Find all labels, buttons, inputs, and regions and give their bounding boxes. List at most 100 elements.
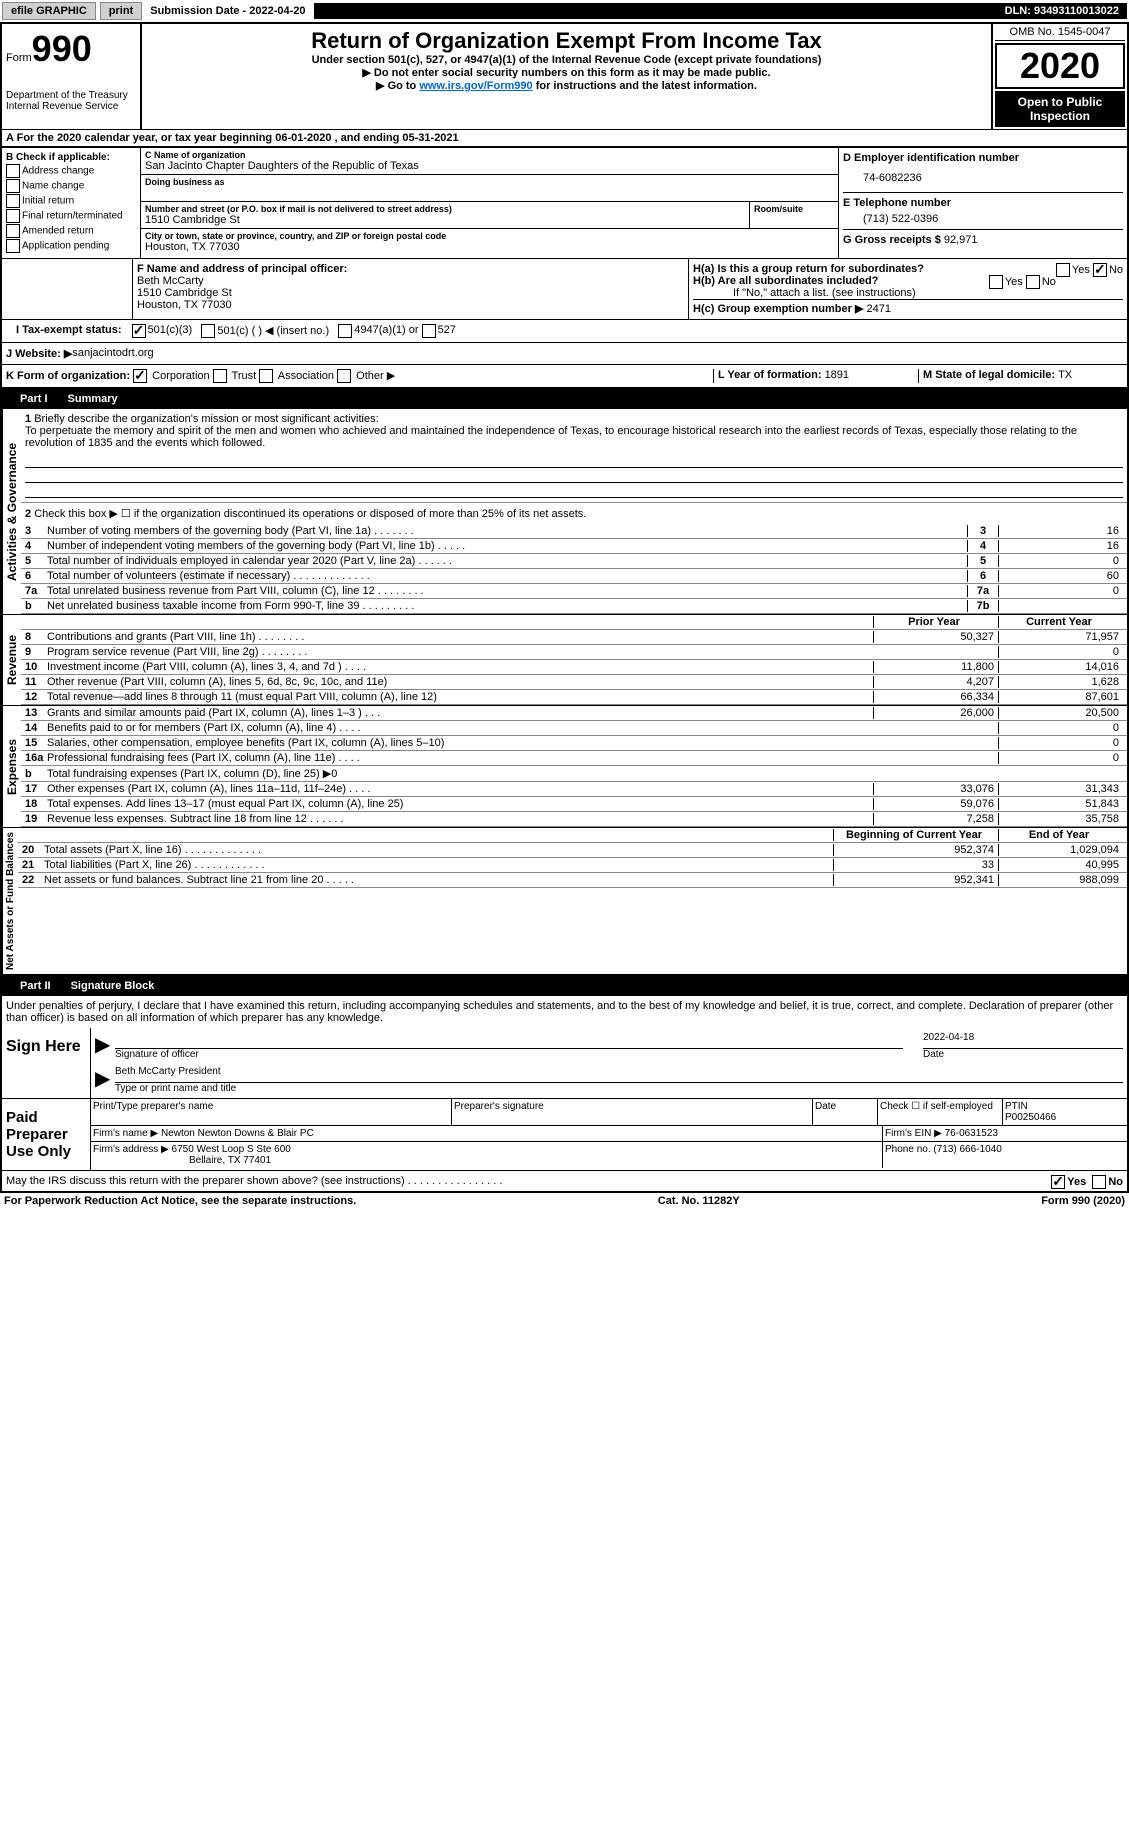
- firm-name-cell: Firm's name ▶ Newton Newton Downs & Blai…: [91, 1126, 883, 1141]
- hc-row: H(c) Group exemption number ▶ 2471: [693, 299, 1123, 315]
- table-row: 22Net assets or fund balances. Subtract …: [18, 873, 1127, 888]
- dba-label: Doing business as: [145, 177, 834, 187]
- discuss-no-box[interactable]: [1092, 1175, 1106, 1189]
- chk-name-lbl: Name change: [22, 181, 84, 192]
- ha-label: H(a) Is this a group return for subordin…: [693, 263, 924, 275]
- chk-final-lbl: Final return/terminated: [22, 211, 123, 222]
- i-4947: 4947(a)(1) or: [354, 324, 418, 338]
- rev-label: Revenue: [2, 615, 21, 705]
- goto-line: ▶ Go to www.irs.gov/Form990 for instruct…: [146, 79, 987, 92]
- ein-val: 74-6082236: [843, 164, 1123, 192]
- ptin-cell: PTIN P00250466: [1003, 1099, 1127, 1125]
- chk-app[interactable]: Application pending: [6, 239, 136, 253]
- discuss-row: May the IRS discuss this return with the…: [2, 1171, 1127, 1191]
- open-public: Open to Public Inspection: [995, 91, 1125, 127]
- col-d: D Employer identification number 74-6082…: [839, 148, 1127, 258]
- pra-notice: For Paperwork Reduction Act Notice, see …: [4, 1195, 356, 1207]
- hb-yes-box[interactable]: [989, 275, 1003, 289]
- ha-no: No: [1109, 264, 1123, 276]
- officer-addr1: 1510 Cambridge St: [137, 287, 684, 299]
- top-toolbar: efile GRAPHIC print Submission Date - 20…: [0, 0, 1129, 22]
- exp-content: 13Grants and similar amounts paid (Part …: [21, 706, 1127, 827]
- chk-initial[interactable]: Initial return: [6, 194, 136, 208]
- net-section: Net Assets or Fund Balances Beginning of…: [0, 828, 1129, 976]
- table-row: 20Total assets (Part X, line 16) . . . .…: [18, 843, 1127, 858]
- b-label: B Check if applicable:: [6, 152, 136, 163]
- chk-amended-lbl: Amended return: [22, 226, 94, 237]
- discuss-yn: Yes No: [1051, 1175, 1123, 1189]
- m-val: TX: [1058, 369, 1072, 381]
- prep-date-label: Date: [813, 1099, 878, 1125]
- table-row: 15Salaries, other compensation, employee…: [21, 736, 1127, 751]
- omb-number: OMB No. 1545-0047: [995, 26, 1125, 41]
- firm-name-val: Newton Newton Downs & Blair PC: [161, 1128, 314, 1139]
- f-label: F Name and address of principal officer:: [137, 263, 684, 275]
- type-name-label: Type or print name and title: [115, 1083, 1123, 1094]
- sig-date-label: Date: [923, 1049, 1123, 1060]
- discuss-yes-box[interactable]: [1051, 1175, 1065, 1189]
- gov-label: Activities & Governance: [2, 409, 21, 614]
- print-button[interactable]: print: [100, 2, 142, 20]
- i-501c3-box[interactable]: [132, 324, 146, 338]
- check-self: Check ☐ if self-employed: [878, 1099, 1003, 1125]
- hb-no-box[interactable]: [1026, 275, 1040, 289]
- efile-button[interactable]: efile GRAPHIC: [2, 2, 96, 20]
- col-c: C Name of organization San Jacinto Chapt…: [141, 148, 839, 258]
- line2: 2 Check this box ▶ ☐ if the organization…: [21, 503, 1127, 524]
- hb-note: If "No," attach a list. (see instruction…: [693, 287, 1123, 299]
- i-4947-box[interactable]: [338, 324, 352, 338]
- paid-prep-content: Print/Type preparer's name Preparer's si…: [91, 1099, 1127, 1170]
- k-other-box[interactable]: [337, 369, 351, 383]
- part1-title: Summary: [58, 393, 128, 405]
- form-number: 990: [32, 28, 92, 69]
- end-year-hdr: End of Year: [998, 829, 1123, 841]
- hb-no: No: [1042, 276, 1056, 288]
- receipts-val: 92,971: [944, 234, 978, 246]
- period-pre: For the 2020 calendar year, or tax year …: [17, 132, 276, 144]
- part1-num: Part I: [10, 393, 58, 405]
- section-bcd: B Check if applicable: Address change Na…: [0, 148, 1129, 258]
- tax-year: 2020: [995, 43, 1125, 89]
- dba-cell: Doing business as: [141, 175, 838, 202]
- irs-link[interactable]: www.irs.gov/Form990: [419, 80, 532, 92]
- k-corp-box[interactable]: [133, 369, 147, 383]
- ha-yes-box[interactable]: [1056, 263, 1070, 277]
- table-row: 19Revenue less expenses. Subtract line 1…: [21, 812, 1127, 827]
- table-row: 12Total revenue—add lines 8 through 11 (…: [21, 690, 1127, 705]
- firm-addr2: Bellaire, TX 77401: [93, 1155, 271, 1166]
- form-id-box: Form990 Department of the Treasury Inter…: [2, 24, 142, 129]
- k-assoc-box[interactable]: [259, 369, 273, 383]
- i-501c-box[interactable]: [201, 324, 215, 338]
- sub-date-val: 2022-04-20: [249, 5, 305, 17]
- klm-row: K Form of organization: Corporation Trus…: [0, 364, 1129, 389]
- section-fh: F Name and address of principal officer:…: [0, 258, 1129, 319]
- chk-final[interactable]: Final return/terminated: [6, 209, 136, 223]
- k-trust-box[interactable]: [213, 369, 227, 383]
- sig-block: Sign Here ▶ Signature of officer 2022-04…: [0, 1028, 1129, 1193]
- chk-name[interactable]: Name change: [6, 179, 136, 193]
- chk-amended[interactable]: Amended return: [6, 224, 136, 238]
- table-row: 8Contributions and grants (Part VIII, li…: [21, 630, 1127, 645]
- chk-initial-lbl: Initial return: [22, 196, 74, 207]
- discuss-text: May the IRS discuss this return with the…: [6, 1175, 502, 1187]
- ha-no-box[interactable]: [1093, 263, 1107, 277]
- goto-pre: ▶ Go to: [376, 80, 419, 92]
- website-val: sanjacintodrt.org: [72, 347, 153, 360]
- i-527-box[interactable]: [422, 324, 436, 338]
- k-assoc: Association: [278, 370, 334, 382]
- sign-here-content: ▶ Signature of officer 2022-04-18 Date ▶…: [91, 1028, 1127, 1098]
- ha-yn: Yes No: [1056, 263, 1123, 277]
- chk-address[interactable]: Address change: [6, 164, 136, 178]
- i-row: I Tax-exempt status: 501(c)(3) 501(c) ( …: [0, 319, 1129, 342]
- cat-no: Cat. No. 11282Y: [658, 1195, 740, 1207]
- net-label: Net Assets or Fund Balances: [2, 828, 18, 974]
- i-501c: 501(c) ( ) ◀ (insert no.): [217, 324, 329, 338]
- street-val: 1510 Cambridge St: [145, 214, 745, 226]
- officer-name: Beth McCarty: [137, 275, 684, 287]
- addr-row: Number and street (or P.O. box if mail i…: [141, 202, 838, 229]
- table-row: 7aTotal unrelated business revenue from …: [21, 584, 1127, 599]
- table-row: bTotal fundraising expenses (Part IX, co…: [21, 766, 1127, 782]
- net-content: Beginning of Current Year End of Year 20…: [18, 828, 1127, 974]
- ssn-warning: ▶ Do not enter social security numbers o…: [146, 66, 987, 79]
- street-label: Number and street (or P.O. box if mail i…: [145, 204, 745, 214]
